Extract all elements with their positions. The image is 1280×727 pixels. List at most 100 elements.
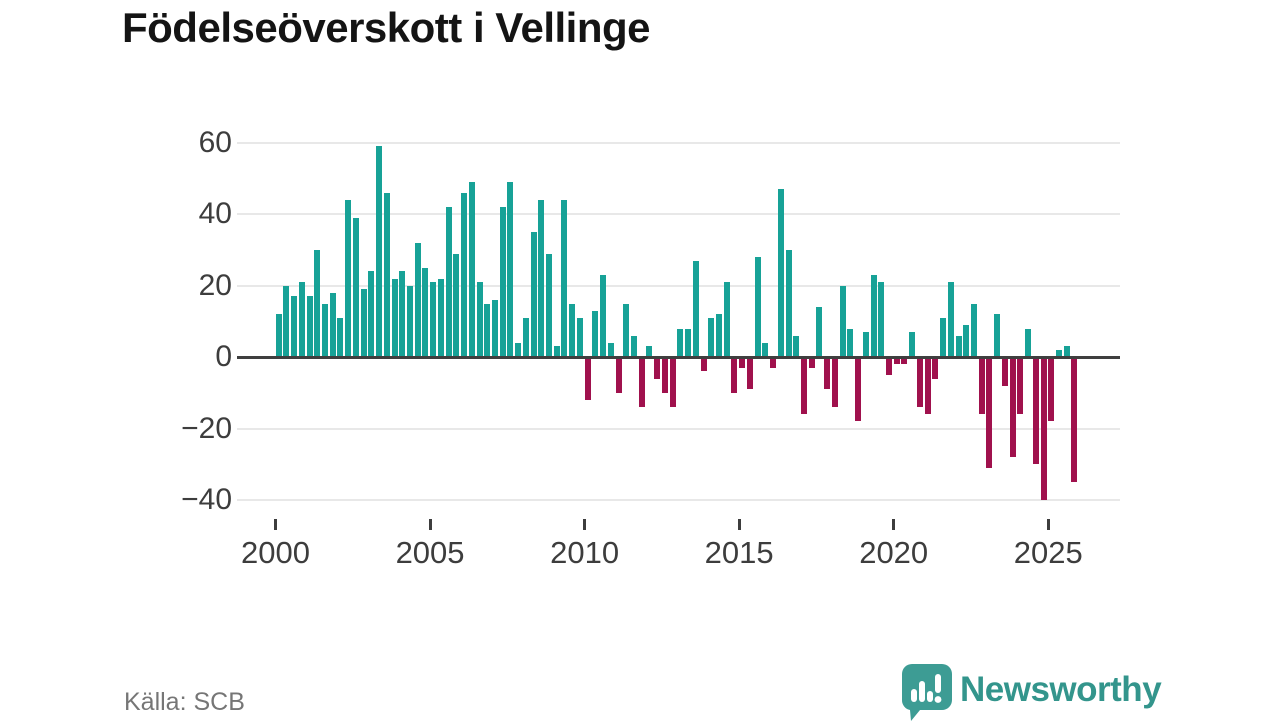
bar-2006-q1: [461, 192, 468, 358]
bar-2014-q3: [723, 282, 730, 358]
bar-2019-q1: [862, 332, 869, 358]
bar-2025-q2: [1056, 349, 1063, 358]
bar-2007-q1: [491, 299, 498, 358]
bar-2023-q1: [986, 357, 993, 468]
bar-2014-q4: [731, 357, 738, 393]
bar-2024-q1: [1017, 357, 1024, 415]
bar-2013-q2: [685, 328, 692, 358]
bar-2011-q3: [631, 335, 638, 358]
bar-2015-q3: [754, 257, 761, 358]
bar-2017-q2: [808, 357, 815, 368]
bar-2000-q3: [291, 296, 298, 358]
bar-2009-q4: [576, 317, 583, 358]
bar-2003-q1: [368, 271, 375, 358]
bar-2010-q4: [607, 342, 614, 358]
x-axis-label: 2000: [241, 535, 310, 570]
bar-2002-q1: [337, 317, 344, 358]
bar-2018-q1: [831, 357, 838, 408]
bar-2019-q3: [878, 282, 885, 358]
bar-2025-q1: [1048, 357, 1055, 422]
bar-2006-q2: [468, 182, 475, 358]
x-axis-label: 2025: [1013, 535, 1083, 570]
bar-2008-q1: [522, 317, 529, 358]
bar-2024-q4: [1040, 357, 1047, 500]
bar-2024-q3: [1032, 357, 1039, 465]
x-axis-tick: [1046, 519, 1050, 530]
bar-2007-q2: [499, 207, 506, 358]
bar-2020-q3: [909, 332, 916, 358]
bar-2017-q3: [816, 307, 823, 358]
bar-2018-q3: [847, 328, 854, 358]
bar-2019-q4: [886, 357, 893, 375]
bar-2007-q4: [515, 342, 522, 358]
bar-2021-q4: [947, 282, 954, 358]
y-axis-label: 0: [215, 340, 232, 374]
bar-2004-q1: [399, 271, 406, 358]
bar-2020-q1: [893, 357, 900, 365]
bar-2011-q4: [638, 357, 645, 408]
x-axis-tick: [892, 519, 896, 530]
bar-2012-q2: [654, 357, 661, 379]
y-axis-label: 20: [198, 268, 232, 302]
gridline: [237, 427, 1120, 430]
bar-2006-q3: [476, 282, 483, 358]
bar-2022-q4: [978, 357, 985, 415]
bar-2013-q1: [677, 328, 684, 358]
bar-2005-q3: [445, 207, 452, 358]
bar-2007-q3: [507, 182, 514, 358]
bar-2011-q1: [615, 357, 622, 393]
bar-2004-q2: [406, 285, 413, 358]
bar-2018-q2: [839, 285, 846, 358]
newsworthy-logo: Newsworthy: [898, 662, 1168, 721]
source-label: Källa: SCB: [124, 688, 245, 716]
newsworthy-wordmark: Newsworthy: [960, 670, 1162, 709]
bar-2025-q4: [1071, 357, 1078, 483]
bar-2012-q1: [646, 346, 653, 358]
x-axis-tick: [274, 519, 277, 530]
x-axis-line: [237, 355, 1120, 359]
bar-2009-q2: [561, 199, 568, 358]
bar-2005-q4: [453, 253, 460, 358]
bar-2013-q4: [700, 357, 707, 372]
bar-2000-q1: [275, 314, 282, 358]
y-axis-label: −20: [181, 411, 232, 445]
bar-2011-q2: [623, 303, 630, 358]
bar-2020-q4: [916, 357, 923, 408]
x-axis-tick: [583, 519, 587, 530]
gridline: [237, 498, 1120, 501]
bar-2008-q2: [530, 232, 537, 358]
y-axis-label: −40: [181, 482, 232, 516]
bar-2015-q1: [739, 357, 746, 368]
bar-2003-q3: [383, 192, 390, 358]
bar-2009-q1: [553, 346, 560, 358]
bar-2016-q2: [777, 189, 784, 358]
bar-2002-q4: [360, 289, 367, 358]
bar-2021-q1: [924, 357, 931, 415]
bar-2019-q2: [870, 274, 877, 358]
bar-2012-q4: [669, 357, 676, 408]
gridline: [237, 213, 1120, 216]
x-axis-tick: [428, 519, 432, 530]
y-axis-label: 40: [198, 197, 232, 231]
bar-2002-q2: [345, 199, 352, 358]
bar-2003-q4: [391, 278, 398, 358]
x-axis-label: 2005: [395, 535, 465, 570]
chart-title: Födelseöverskott i Vellinge: [122, 4, 651, 51]
bar-2022-q1: [955, 335, 962, 358]
bar-2022-q2: [963, 324, 970, 358]
newsworthy-logo-icon: [901, 664, 952, 721]
bar-2014-q1: [708, 317, 715, 358]
bar-2020-q2: [901, 357, 908, 365]
bar-2022-q3: [971, 303, 978, 358]
y-axis-label: 60: [198, 125, 232, 159]
bar-2016-q4: [793, 335, 800, 358]
bar-2010-q2: [592, 310, 599, 358]
x-axis-label: 2020: [859, 535, 929, 570]
bar-2003-q2: [376, 146, 383, 358]
x-axis-label: 2010: [550, 535, 620, 570]
bar-2014-q2: [716, 314, 723, 358]
bar-2000-q4: [298, 282, 305, 358]
gridline: [237, 284, 1120, 287]
bar-2010-q3: [600, 274, 607, 358]
